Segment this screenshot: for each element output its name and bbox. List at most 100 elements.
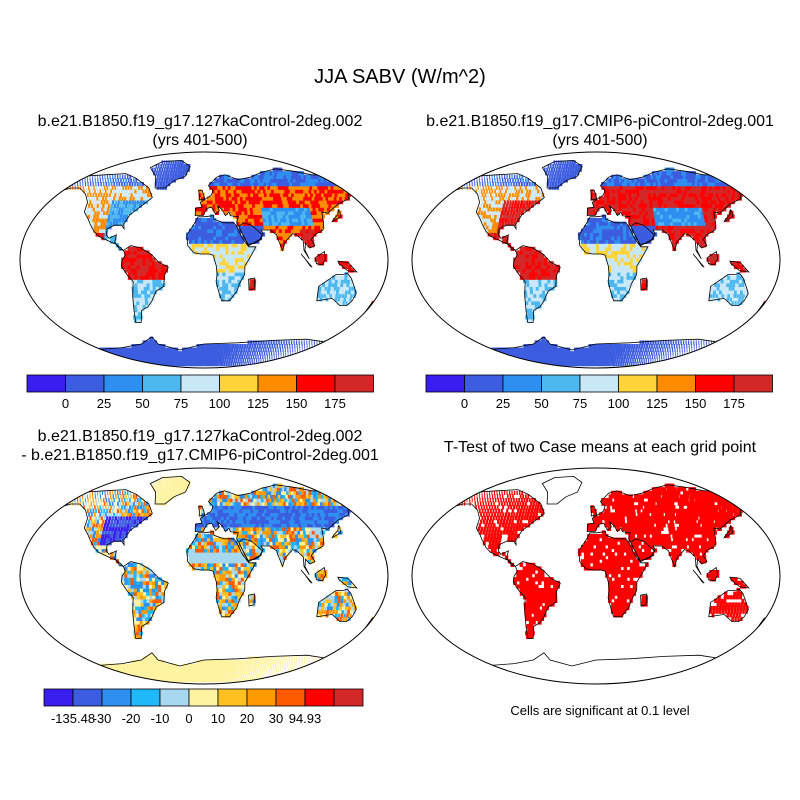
grid-cell (225, 192, 230, 197)
grid-cell (321, 290, 324, 295)
grid-cell (247, 358, 249, 363)
grid-cell (256, 210, 260, 215)
grid-cell (621, 207, 626, 212)
grid-cell (94, 678, 102, 683)
grid-cell (116, 182, 118, 187)
grid-cell (247, 362, 249, 367)
grid-cell (235, 347, 238, 352)
grid-cell (305, 210, 310, 215)
grid-cell (510, 196, 513, 201)
grid-cell (257, 347, 260, 352)
grid-cell (684, 347, 686, 352)
grid-cell (106, 358, 113, 363)
grid-cell (474, 354, 482, 359)
grid-cell (577, 232, 582, 237)
grid-cell (348, 178, 355, 183)
grid-cell (211, 347, 215, 352)
grid-cell (219, 268, 223, 273)
grid-cell (258, 358, 260, 363)
grid-cell (509, 200, 512, 205)
grid-cell (611, 261, 615, 266)
grid-cell (244, 189, 249, 194)
grid-cell (292, 218, 297, 223)
grid-cell (278, 196, 283, 201)
grid-cell (537, 354, 543, 359)
grid-cell (170, 351, 175, 356)
grid-cell (347, 275, 351, 280)
grid-cell (592, 246, 597, 251)
grid-cell (532, 282, 537, 287)
grid-cell (614, 257, 619, 262)
grid-cell (231, 275, 235, 280)
grid-cell (601, 344, 604, 349)
grid-cell (675, 354, 676, 359)
grid-cell (602, 225, 606, 230)
grid-cell (673, 344, 675, 349)
grid-cell (95, 207, 98, 212)
grid-cell (647, 354, 649, 359)
grid-cell (522, 347, 528, 352)
grid-cell (340, 174, 347, 179)
grid-cell (627, 347, 630, 352)
grid-cell (148, 196, 152, 201)
grid-cell (676, 344, 678, 349)
grid-cell (614, 182, 618, 187)
grid-cell (282, 236, 287, 241)
grid-cell (301, 200, 307, 205)
grid-cell (680, 232, 685, 237)
grid-cell (161, 275, 166, 280)
grid-cell (670, 340, 672, 345)
grid-cell (69, 354, 76, 359)
grid-cell (658, 225, 663, 230)
grid-cell (529, 308, 534, 313)
grid-cell (552, 164, 554, 169)
grid-cell (491, 225, 495, 230)
grid-cell (158, 275, 163, 280)
grid-cell (207, 232, 211, 237)
grid-cell (691, 344, 693, 349)
grid-cell (140, 275, 144, 280)
grid-cell (761, 308, 763, 313)
grid-cell (601, 196, 605, 201)
grid-cell (221, 293, 226, 298)
grid-cell (231, 254, 236, 259)
grid-cell (314, 196, 320, 201)
grid-cell (274, 171, 280, 176)
grid-cell (487, 218, 491, 223)
grid-cell (102, 174, 103, 179)
grid-cell (649, 354, 651, 359)
grid-cell (251, 185, 256, 190)
grid-cell (553, 358, 558, 363)
grid-cell (125, 214, 129, 219)
grid-cell (251, 174, 256, 179)
grid-cell (735, 182, 742, 187)
grid-cell (656, 196, 661, 201)
grid-cell (628, 192, 633, 197)
grid-cell (497, 203, 500, 208)
grid-cell (693, 340, 695, 345)
grid-cell (511, 203, 514, 208)
grid-cell (97, 174, 98, 179)
grid-cell (620, 282, 624, 287)
grid-cell (329, 192, 335, 197)
grid-cell (664, 347, 666, 352)
grid-cell (118, 678, 125, 683)
grid-cell (252, 232, 256, 237)
grid-cell (250, 196, 255, 201)
grid-cell (634, 221, 639, 226)
grid-cell (504, 221, 508, 226)
grid-cell (134, 189, 137, 194)
grid-cell (290, 200, 296, 205)
grid-cell (536, 192, 539, 197)
grid-cell (613, 225, 618, 230)
grid-cell (278, 340, 280, 345)
grid-cell (626, 246, 631, 251)
grid-cell (517, 178, 519, 183)
grid-cell (344, 275, 348, 280)
grid-cell (101, 362, 108, 367)
grid-cell (500, 192, 503, 197)
grid-cell (571, 358, 575, 363)
grid-cell (307, 221, 312, 226)
grid-cell (64, 182, 65, 187)
grid-cell (639, 214, 644, 219)
